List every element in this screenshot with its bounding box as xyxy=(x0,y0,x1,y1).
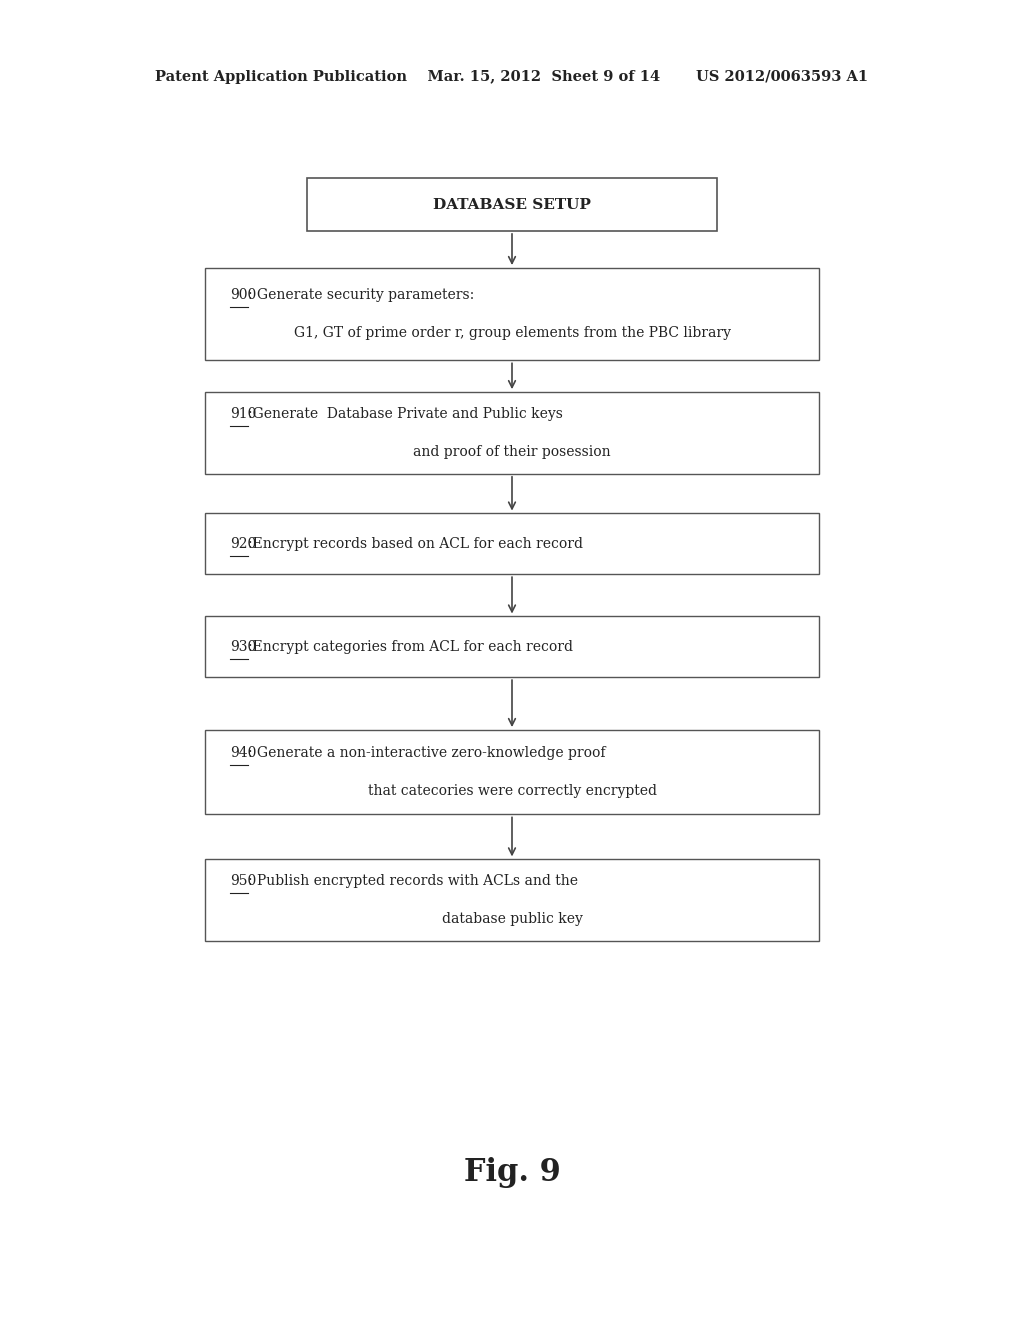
Text: DATABASE SETUP: DATABASE SETUP xyxy=(433,198,591,211)
FancyBboxPatch shape xyxy=(205,730,819,814)
Text: : Generate a non-interactive zero-knowledge proof: : Generate a non-interactive zero-knowle… xyxy=(248,746,606,760)
Text: Fig. 9: Fig. 9 xyxy=(464,1156,560,1188)
FancyBboxPatch shape xyxy=(205,268,819,360)
Text: Patent Application Publication    Mar. 15, 2012  Sheet 9 of 14       US 2012/006: Patent Application Publication Mar. 15, … xyxy=(156,70,868,83)
Text: that catecories were correctly encrypted: that catecories were correctly encrypted xyxy=(368,784,656,799)
Text: 910: 910 xyxy=(230,407,257,421)
Text: 950: 950 xyxy=(230,874,257,888)
Text: and proof of their posession: and proof of their posession xyxy=(414,445,610,459)
Text: :Encrypt records based on ACL for each record: :Encrypt records based on ACL for each r… xyxy=(248,537,584,550)
Text: : Publish encrypted records with ACLs and the: : Publish encrypted records with ACLs an… xyxy=(248,874,579,888)
Text: 930: 930 xyxy=(230,640,257,653)
Text: :Generate  Database Private and Public keys: :Generate Database Private and Public ke… xyxy=(248,407,563,421)
Text: : Generate security parameters:: : Generate security parameters: xyxy=(248,288,474,302)
FancyBboxPatch shape xyxy=(205,513,819,574)
FancyBboxPatch shape xyxy=(205,859,819,941)
FancyBboxPatch shape xyxy=(205,392,819,474)
Text: 940: 940 xyxy=(230,746,257,760)
Text: database public key: database public key xyxy=(441,912,583,927)
Text: 920: 920 xyxy=(230,537,257,550)
Text: 900: 900 xyxy=(230,288,257,302)
FancyBboxPatch shape xyxy=(205,616,819,677)
Text: G1, GT of prime order r, group elements from the PBC library: G1, GT of prime order r, group elements … xyxy=(294,326,730,341)
FancyBboxPatch shape xyxy=(307,178,717,231)
Text: :Encrypt categories from ACL for each record: :Encrypt categories from ACL for each re… xyxy=(248,640,573,653)
